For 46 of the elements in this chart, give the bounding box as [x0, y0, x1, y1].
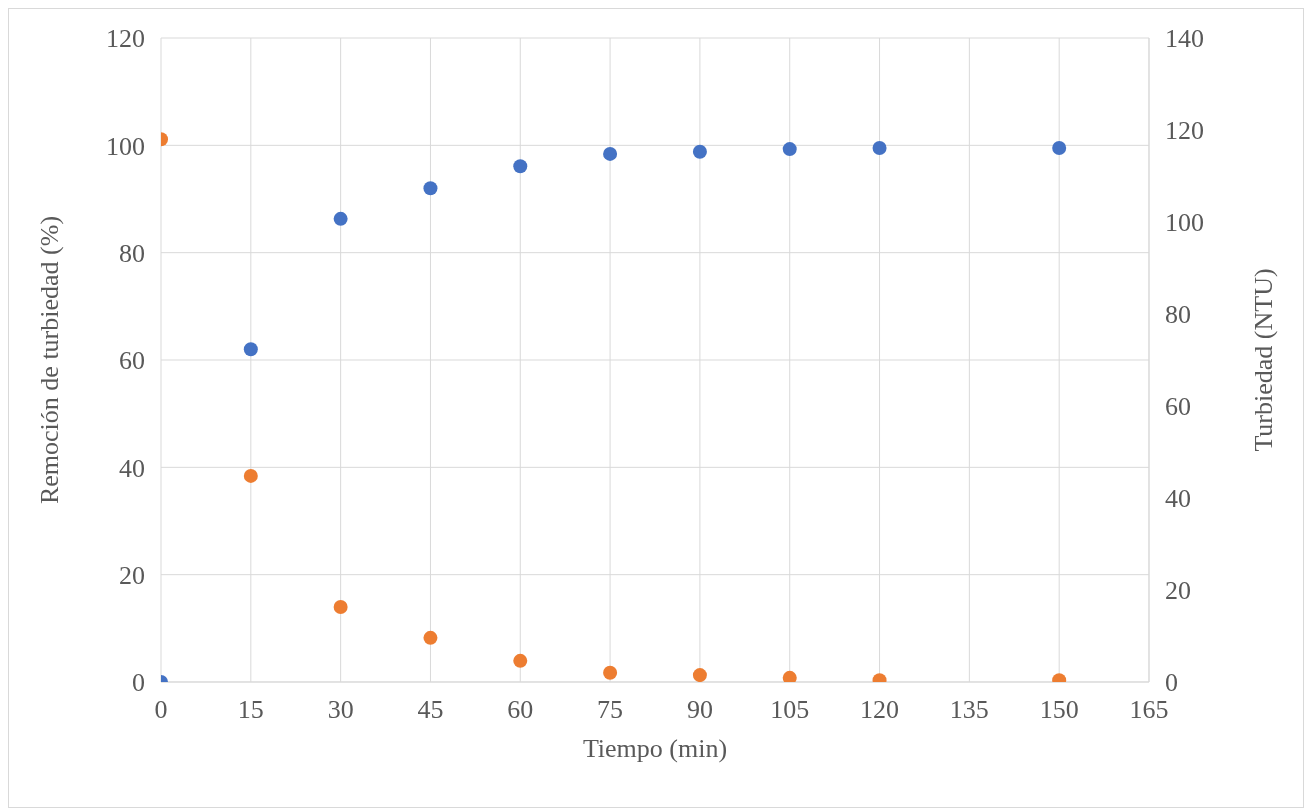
y-tick-label: 60	[119, 346, 145, 376]
point	[423, 630, 438, 645]
x-tick-label: 0	[154, 695, 168, 725]
x-tick-label: 15	[237, 695, 264, 725]
y-tick-label: 20	[119, 560, 145, 590]
y2-tick-label: 0	[1165, 668, 1178, 698]
x-axis-title: Tiempo (min)	[582, 734, 728, 763]
point	[692, 144, 707, 159]
point	[513, 159, 528, 174]
x-tick-label: 90	[686, 695, 713, 725]
point	[333, 600, 348, 615]
y-tick-label: 40	[119, 453, 145, 483]
point	[243, 468, 258, 483]
y-tick-label: 100	[106, 131, 145, 161]
x-tick-label: 150	[1039, 695, 1079, 725]
y2-tick-label: 120	[1165, 116, 1204, 146]
y2-axis-title: Turbiedad (NTU)	[1249, 268, 1279, 452]
point	[692, 668, 707, 682]
x-tick-label: 135	[949, 695, 989, 725]
y2-tick-label: 80	[1165, 300, 1191, 330]
x-tick-label: 105	[770, 695, 810, 725]
y2-tick-label: 60	[1165, 392, 1191, 422]
y2-tick-label: 100	[1165, 208, 1204, 238]
point	[782, 142, 797, 157]
x-tick-label: 120	[860, 695, 900, 725]
point	[1052, 141, 1067, 156]
point	[243, 342, 258, 357]
y-tick-label: 80	[119, 238, 145, 268]
y2-tick-label: 140	[1165, 24, 1204, 54]
y-tick-label: 120	[106, 24, 145, 54]
x-tick-label: 75	[597, 695, 624, 725]
y2-tick-label: 40	[1165, 484, 1191, 514]
x-tick-label: 165	[1129, 695, 1169, 725]
point	[423, 181, 438, 196]
point	[603, 146, 618, 161]
y2-tick-label: 20	[1165, 576, 1191, 606]
point	[333, 211, 348, 226]
x-tick-label: 30	[327, 695, 354, 725]
x-tick-label: 60	[507, 695, 534, 725]
x-tick-label: 45	[417, 695, 444, 725]
y-tick-label: 0	[132, 668, 145, 698]
point	[872, 141, 887, 156]
y-axis-title: Remoción de turbiedad (%)	[35, 215, 65, 505]
point	[513, 653, 528, 668]
point	[603, 665, 618, 680]
point	[782, 670, 797, 682]
